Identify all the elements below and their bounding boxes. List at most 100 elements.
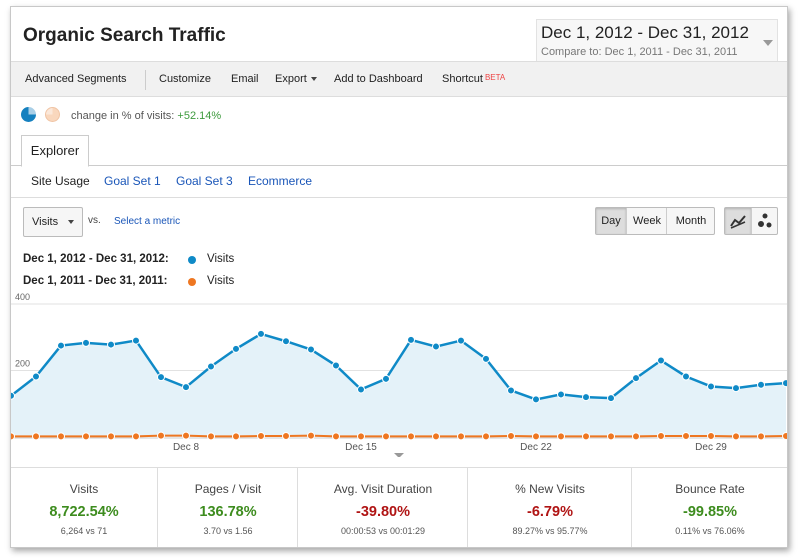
- subtab-goal-set-1[interactable]: Goal Set 1: [104, 174, 161, 188]
- data-point-2011: [57, 432, 65, 441]
- divider: [11, 197, 787, 198]
- data-point-2011: [207, 432, 215, 441]
- subtab-goal-set-3[interactable]: Goal Set 3: [176, 174, 233, 188]
- data-point-2011: [232, 432, 240, 441]
- line-chart-button[interactable]: [725, 208, 751, 234]
- data-point-2012: [282, 337, 290, 346]
- scorecard-new-visits[interactable]: % New Visits -6.79% 89.27% vs 95.77%: [467, 468, 632, 547]
- data-point-2012: [332, 361, 340, 370]
- data-point-2012: [107, 340, 115, 349]
- tab-divider: [11, 165, 787, 166]
- pie-chart-icon: [21, 107, 36, 122]
- data-point-2011: [32, 432, 40, 441]
- week-button[interactable]: Week: [626, 208, 667, 234]
- data-point-2011: [11, 432, 15, 441]
- report-window: Organic Search Traffic Dec 1, 2012 - Dec…: [10, 6, 788, 548]
- scorecard-sub: 6,264 vs 71: [60, 526, 108, 536]
- select-metric-link[interactable]: Select a metric: [114, 216, 181, 227]
- data-point-2011: [132, 432, 140, 441]
- data-point-2011: [657, 432, 665, 441]
- data-point-2012: [57, 341, 65, 350]
- data-point-2012: [207, 362, 215, 371]
- data-point-2012: [782, 379, 787, 388]
- tab-explorer[interactable]: Explorer: [21, 135, 89, 167]
- subtab-site-usage[interactable]: Site Usage: [31, 174, 90, 188]
- change-text: change in % of visits: +52.14%: [71, 110, 222, 122]
- data-point-2011: [582, 432, 590, 441]
- data-point-2012: [507, 386, 515, 395]
- data-point-2011: [282, 432, 290, 441]
- legend-2011-dot: [188, 278, 196, 286]
- data-point-2011: [182, 431, 190, 440]
- data-point-2011: [757, 432, 765, 441]
- export-button[interactable]: Export: [275, 73, 317, 85]
- chevron-down-icon: [394, 453, 404, 457]
- add-to-dashboard-button[interactable]: Add to Dashboard: [334, 73, 423, 85]
- advanced-segments-button[interactable]: Advanced Segments: [25, 73, 127, 85]
- data-point-2012: [457, 336, 465, 345]
- scorecard-value: 8,722.54%: [49, 504, 119, 520]
- data-point-2012: [11, 391, 15, 400]
- series-line-2011: [11, 434, 787, 438]
- compare-range: Compare to: Dec 1, 2011 - Dec 31, 2011: [541, 46, 738, 58]
- export-label: Export: [275, 73, 307, 85]
- data-point-2011: [557, 432, 565, 441]
- toolbar-divider: [145, 70, 146, 90]
- scorecard-title: % New Visits: [515, 482, 585, 496]
- day-button[interactable]: Day: [596, 208, 626, 234]
- date-range-picker[interactable]: Dec 1, 2012 - Dec 31, 2012 Compare to: D…: [536, 19, 778, 65]
- vs-label: vs.: [88, 215, 101, 226]
- shortcut-button[interactable]: Shortcut BETA: [442, 73, 505, 85]
- data-point-2011: [407, 432, 415, 441]
- data-point-2011: [307, 431, 315, 440]
- data-point-2012: [32, 372, 40, 381]
- data-point-2011: [457, 432, 465, 441]
- scorecard-title: Avg. Visit Duration: [333, 482, 433, 496]
- legend-2012-name: Visits: [207, 253, 235, 265]
- scorecard-visits[interactable]: Visits 8,722.54% 6,264 vs 71: [11, 468, 157, 547]
- data-point-2011: [382, 432, 390, 441]
- customize-button[interactable]: Customize: [159, 73, 211, 85]
- bubble-chart-icon: [758, 213, 772, 228]
- chevron-down-icon: [763, 40, 773, 46]
- scorecard-pages-per-visit[interactable]: Pages / Visit 136.78% 3.70 vs 1.56: [157, 468, 298, 547]
- data-point-2011: [107, 432, 115, 441]
- data-point-2012: [532, 395, 540, 404]
- change-value: +52.14%: [177, 110, 222, 122]
- scorecard-sub: 0.11% vs 76.06%: [675, 526, 745, 536]
- scorecard-title: Visits: [69, 482, 99, 496]
- series-area: [11, 333, 786, 437]
- month-button[interactable]: Month: [666, 208, 715, 234]
- data-point-2011: [357, 432, 365, 441]
- scorecard-sub: 3.70 vs 1.56: [203, 526, 253, 536]
- data-point-2012: [232, 344, 240, 353]
- data-point-2012: [482, 354, 490, 363]
- data-point-2012: [182, 383, 190, 392]
- scorecard-sub: 00:00:53 vs 00:01:29: [340, 526, 426, 536]
- data-point-2012: [582, 393, 590, 402]
- scorecard-title: Pages / Visit: [194, 482, 262, 496]
- data-point-2012: [732, 384, 740, 393]
- y-tick-label: 400: [15, 292, 30, 302]
- data-point-2012: [607, 394, 615, 403]
- subtab-ecommerce[interactable]: Ecommerce: [248, 174, 313, 188]
- data-point-2012: [707, 382, 715, 391]
- data-point-2011: [682, 432, 690, 441]
- data-point-2011: [507, 432, 515, 441]
- scorecard-sub: 89.27% vs 95.77%: [512, 526, 588, 536]
- email-button[interactable]: Email: [231, 73, 259, 85]
- legend-2011-range: Dec 1, 2011 - Dec 31, 2011:: [23, 275, 168, 287]
- scorecard-avg-visit-duration[interactable]: Avg. Visit Duration -39.80% 00:00:53 vs …: [297, 468, 468, 547]
- chevron-down-icon: [310, 77, 317, 82]
- data-point-2012: [257, 329, 265, 338]
- x-tick-label: Dec 8: [173, 442, 200, 453]
- metric-dropdown[interactable]: Visits: [23, 207, 83, 237]
- compare-range-value: Dec 1, 2011 - Dec 31, 2011: [604, 46, 738, 58]
- scorecard-bounce-rate[interactable]: Bounce Rate -99.85% 0.11% vs 76.06%: [631, 468, 787, 547]
- data-point-2012: [757, 380, 765, 389]
- data-point-2011: [782, 432, 787, 441]
- data-point-2011: [632, 432, 640, 441]
- data-point-2011: [332, 432, 340, 441]
- legend-2012-dot: [188, 256, 196, 264]
- motion-chart-button[interactable]: [751, 208, 778, 234]
